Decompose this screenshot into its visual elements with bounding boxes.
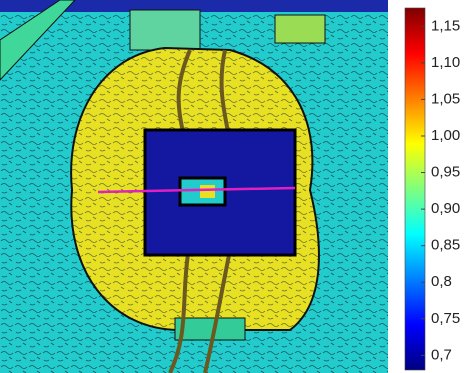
colorbar-tick-label: 0,8 xyxy=(431,273,452,290)
colorbar-tick-label: 0,7 xyxy=(431,346,452,363)
colorbar-tick-label: 0,85 xyxy=(431,237,460,254)
colorbar-tick-label: 1,05 xyxy=(431,90,460,107)
colorbar-tick-label: 1,10 xyxy=(431,54,460,71)
colorbar-tick-label: 1,00 xyxy=(431,127,460,144)
colorbar-tick-label: 0,90 xyxy=(431,200,460,217)
heatmap-image xyxy=(0,0,388,373)
colorbar-tick-label: 1,15 xyxy=(431,17,460,34)
colorbar-tick-label: 0,75 xyxy=(431,310,460,327)
colorbar-tick-label: 0,95 xyxy=(431,164,460,181)
colorbar xyxy=(404,7,426,371)
